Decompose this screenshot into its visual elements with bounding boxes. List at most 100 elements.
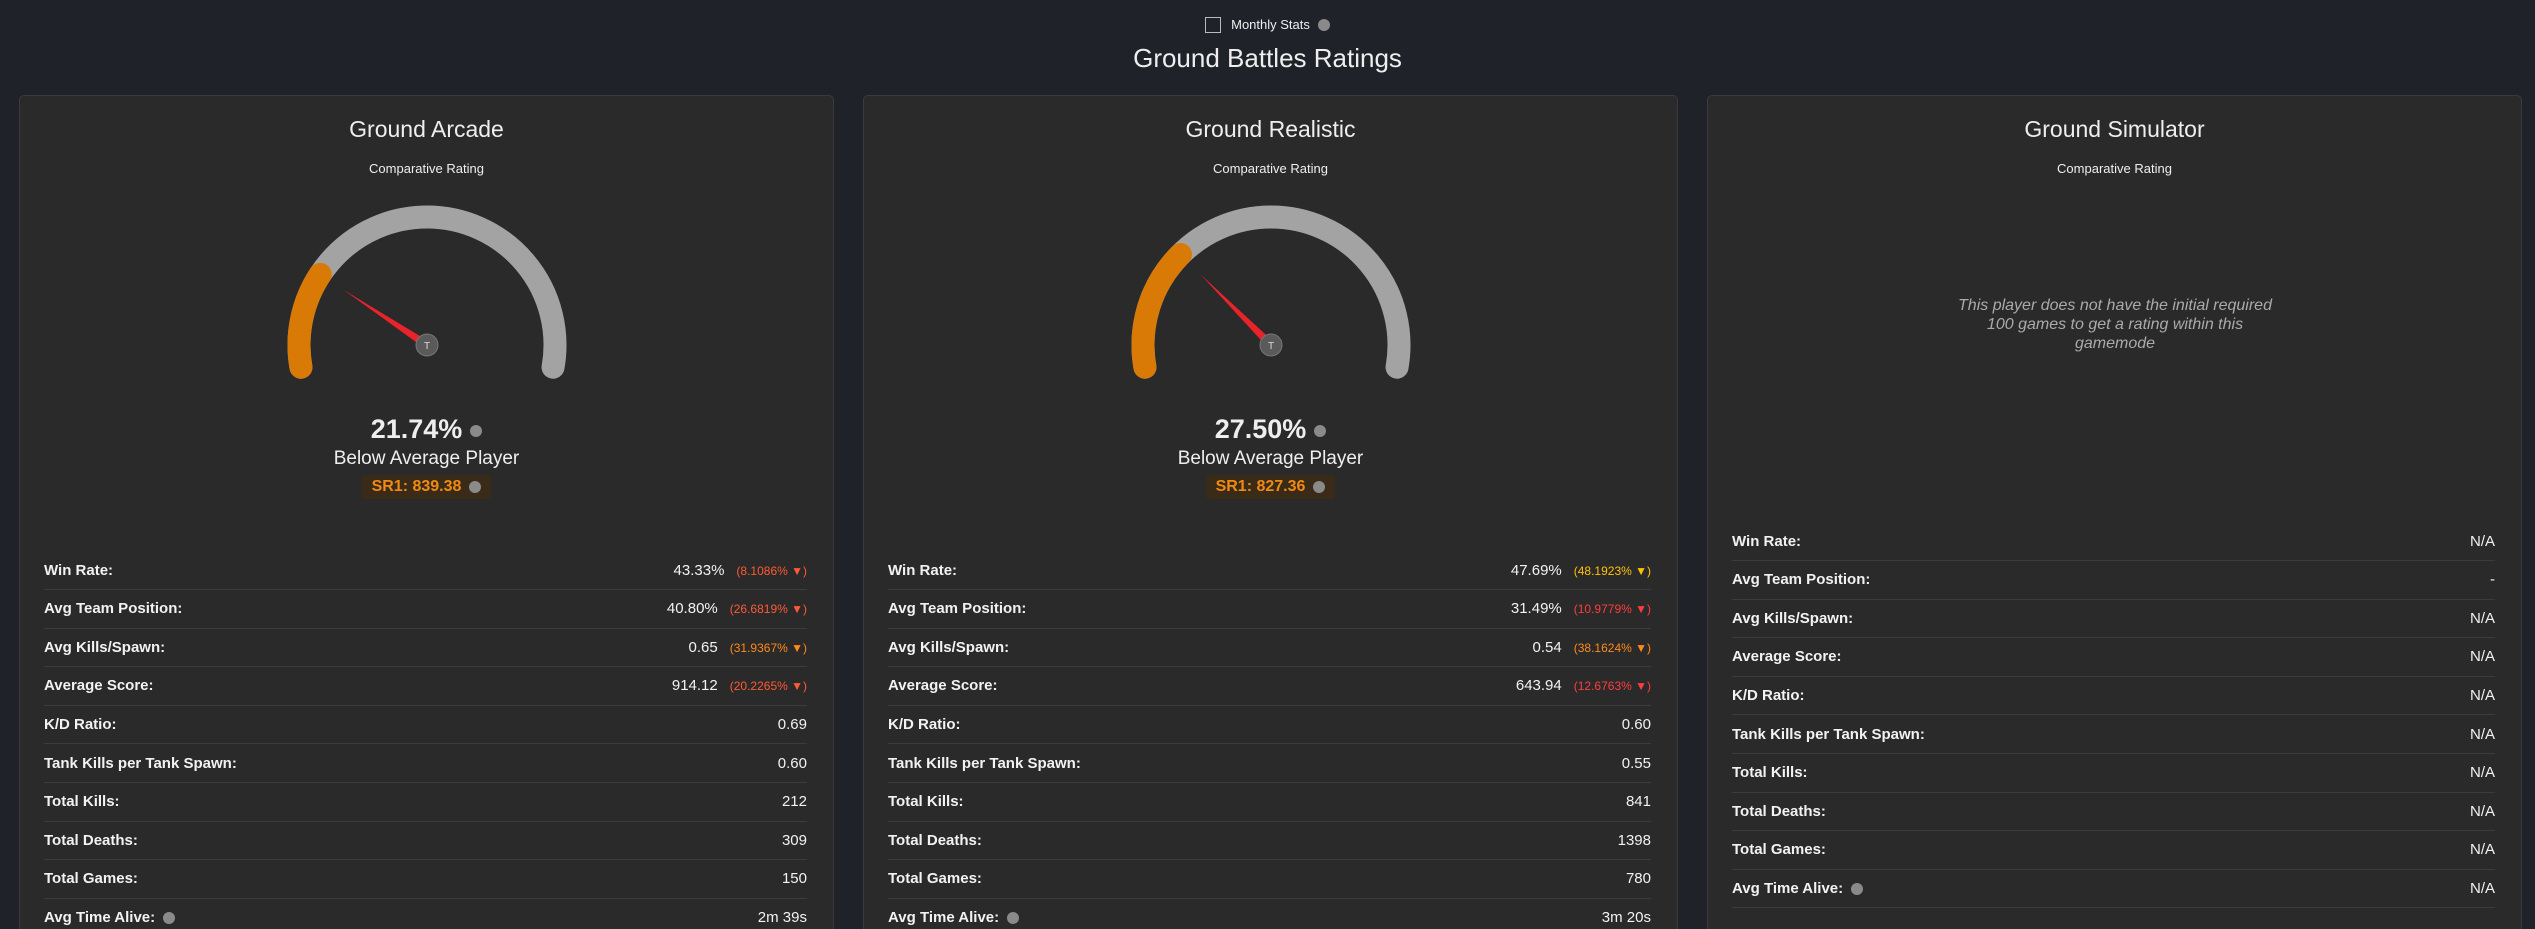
stat-value-wrap: - bbox=[2490, 571, 2495, 588]
stat-label: Average Score: bbox=[1732, 648, 1842, 665]
stat-value-wrap: 0.60 bbox=[1622, 716, 1651, 733]
stat-value-wrap: 0.60 bbox=[778, 755, 807, 772]
stat-row: Win Rate: 47.69% (48.1923% ▼) bbox=[888, 551, 1651, 590]
stat-row: Win Rate: 43.33% (8.1086% ▼) bbox=[44, 551, 807, 590]
stat-label: Tank Kills per Tank Spawn: bbox=[1732, 726, 1925, 743]
stat-label-text: Average Score: bbox=[1732, 648, 1842, 666]
rating-text: Below Average Player bbox=[333, 448, 520, 469]
card-subtitle: Comparative Rating bbox=[2057, 161, 2172, 176]
stat-row: Avg Time Alive: N/A bbox=[1732, 869, 2495, 909]
stat-label-text: Total Games: bbox=[888, 870, 982, 888]
stat-label-text: Avg Time Alive: bbox=[888, 908, 1000, 926]
info-icon[interactable] bbox=[1317, 18, 1330, 31]
gauge-hub-label: T bbox=[1268, 341, 1274, 352]
stat-label: Win Rate: bbox=[888, 562, 957, 579]
stat-row: Total Kills: 212 bbox=[44, 783, 807, 822]
stat-value: 0.60 bbox=[777, 754, 807, 772]
stat-label: Total Deaths: bbox=[888, 832, 982, 849]
stat-value-wrap: N/A bbox=[2470, 687, 2495, 704]
info-icon[interactable] bbox=[1007, 911, 1020, 924]
checkbox-label[interactable]: Monthly Stats bbox=[1231, 17, 1310, 33]
stat-value-wrap: N/A bbox=[2470, 533, 2495, 550]
stat-label: Win Rate: bbox=[44, 562, 113, 579]
stat-value-wrap: 0.54 (38.1624% ▼) bbox=[1533, 639, 1651, 656]
stat-row: Total Kills: N/A bbox=[1732, 754, 2495, 793]
info-icon[interactable] bbox=[470, 424, 483, 437]
gauge-needle bbox=[343, 289, 430, 349]
sr-badge: SR1: 827.36 bbox=[1205, 475, 1336, 499]
info-icon[interactable] bbox=[163, 911, 176, 924]
stat-delta: (26.6819% ▼) bbox=[729, 602, 807, 617]
stat-value: 0.55 bbox=[1621, 754, 1651, 772]
stat-value: 2m 39s bbox=[757, 908, 807, 926]
stat-label: K/D Ratio: bbox=[888, 716, 961, 733]
info-icon[interactable] bbox=[1313, 480, 1326, 493]
stat-label-text: Total Kills: bbox=[44, 793, 120, 811]
stat-label-text: Tank Kills per Tank Spawn: bbox=[44, 754, 237, 772]
stat-value-wrap: 914.12 (20.2265% ▼) bbox=[672, 677, 807, 694]
stat-value: 40.80% bbox=[666, 600, 718, 618]
stat-row: Avg Team Position: 40.80% (26.6819% ▼) bbox=[44, 590, 807, 629]
gauge: T bbox=[1131, 205, 1411, 379]
gauge-value-arc bbox=[1131, 242, 1192, 379]
stat-label-text: Total Kills: bbox=[1732, 764, 1808, 782]
stat-label: Tank Kills per Tank Spawn: bbox=[44, 755, 237, 772]
stat-value: 31.49% bbox=[1510, 600, 1562, 618]
stat-delta: (8.1086% ▼) bbox=[736, 563, 807, 578]
stat-label: Avg Time Alive: bbox=[888, 908, 1020, 926]
stat-row: Total Deaths: N/A bbox=[1732, 792, 2495, 832]
info-icon[interactable] bbox=[469, 480, 482, 493]
info-icon[interactable] bbox=[1851, 882, 1864, 895]
stat-value: N/A bbox=[2469, 532, 2495, 550]
no-rating-message: This player does not have the initial re… bbox=[1958, 297, 2272, 352]
stat-row: Avg Time Alive: 3m 20s bbox=[888, 898, 1651, 929]
stat-value-wrap: 40.80% (26.6819% ▼) bbox=[667, 600, 807, 617]
stat-value-wrap: 31.49% (10.9779% ▼) bbox=[1511, 600, 1651, 617]
info-icon[interactable] bbox=[1314, 424, 1327, 437]
stat-row: K/D Ratio: 0.69 bbox=[44, 705, 807, 745]
stat-value-wrap: 309 bbox=[782, 832, 807, 849]
checkbox[interactable] bbox=[1205, 16, 1222, 33]
stat-label: Total Kills: bbox=[1732, 764, 1808, 781]
stat-label: Avg Kills/Spawn: bbox=[888, 639, 1009, 656]
monthly-toggle[interactable]: Monthly Stats bbox=[0, 16, 2535, 33]
stat-value-wrap: N/A bbox=[2470, 764, 2495, 781]
stat-row: Avg Kills/Spawn: N/A bbox=[1732, 599, 2495, 639]
stat-label: K/D Ratio: bbox=[1732, 687, 1805, 704]
card-title: Ground Simulator bbox=[2024, 116, 2205, 142]
stat-delta: (12.6763% ▼) bbox=[1573, 679, 1651, 694]
stat-value: 780 bbox=[1625, 870, 1651, 888]
stat-label-text: K/D Ratio: bbox=[1732, 686, 1805, 704]
stat-row: Tank Kills per Tank Spawn: 0.55 bbox=[888, 744, 1651, 783]
stat-label: Avg Time Alive: bbox=[44, 909, 176, 926]
stat-label: Average Score: bbox=[888, 677, 998, 694]
stat-value-wrap: N/A bbox=[2470, 726, 2495, 743]
stat-label-text: Avg Kills/Spawn: bbox=[888, 638, 1010, 656]
stat-label-text: Tank Kills per Tank Spawn: bbox=[1732, 725, 1925, 743]
stat-value: N/A bbox=[2469, 841, 2495, 859]
gauge: T bbox=[287, 205, 567, 379]
stat-label: Avg Kills/Spawn: bbox=[44, 639, 165, 656]
rating-text: Below Average Player bbox=[1177, 448, 1364, 469]
stat-label: Total Deaths: bbox=[44, 832, 138, 849]
stat-value-wrap: 150 bbox=[782, 870, 807, 887]
stat-label-text: Win Rate: bbox=[888, 561, 958, 579]
stat-label: Total Deaths: bbox=[1732, 803, 1826, 820]
card-title: Ground Arcade bbox=[349, 116, 504, 142]
gauge-needle bbox=[1200, 274, 1274, 348]
stat-row: K/D Ratio: N/A bbox=[1732, 676, 2495, 716]
stat-label-text: Total Kills: bbox=[888, 793, 964, 811]
gauge-hub-label: T bbox=[424, 341, 430, 352]
stat-value-wrap: 0.65 (31.9367% ▼) bbox=[689, 639, 807, 656]
gauge-value-arc bbox=[287, 262, 332, 379]
stat-label-text: Total Deaths: bbox=[1732, 802, 1826, 820]
stat-value: N/A bbox=[2469, 609, 2495, 627]
stat-label: Total Games: bbox=[888, 870, 982, 887]
stat-value-wrap: N/A bbox=[2470, 648, 2495, 665]
stat-label: Total Games: bbox=[44, 870, 138, 887]
stat-value: N/A bbox=[2469, 802, 2495, 820]
stat-label-text: Avg Team Position: bbox=[44, 600, 183, 618]
rating-percent-text: 21.74% bbox=[370, 414, 463, 444]
stat-label: Win Rate: bbox=[1732, 533, 1801, 550]
stat-value-wrap: 3m 20s bbox=[1602, 909, 1651, 926]
